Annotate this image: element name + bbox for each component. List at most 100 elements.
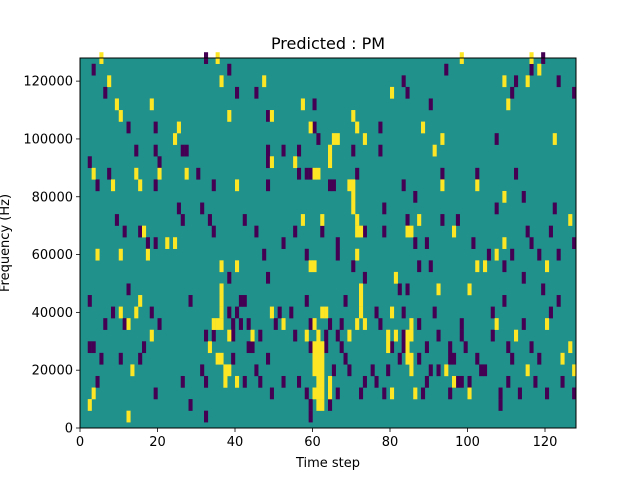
heatmap-cell-low [362, 271, 367, 284]
heatmap-cell-low [382, 387, 387, 400]
heatmap-cell-high [107, 75, 112, 88]
heatmap-cell-high [262, 75, 267, 88]
heatmap-cell-low [335, 387, 340, 400]
heatmap-cell-high [331, 133, 336, 145]
heatmap-cell-low [401, 75, 406, 88]
heatmap-cell-high [355, 248, 360, 261]
heatmap-cell-high [312, 260, 317, 273]
heatmap-cell-low [200, 364, 205, 377]
heatmap-cell-low [304, 167, 309, 180]
heatmap-cell-low [401, 329, 406, 342]
heatmap-cell-high [145, 248, 150, 261]
heatmap-cell-high [409, 329, 414, 342]
heatmap-cell-high [316, 375, 321, 388]
heatmap-cell-high [176, 121, 181, 134]
heatmap-cell-high [219, 295, 224, 307]
heatmap-cell-low [455, 375, 460, 388]
heatmap-cell-low [196, 167, 201, 180]
y-axis-label: Frequency (Hz) [0, 194, 13, 292]
heatmap-cell-high [390, 86, 395, 99]
heatmap-cell-low [459, 375, 464, 388]
heatmap-cell-low [370, 364, 375, 377]
heatmap-cell-low [413, 190, 418, 203]
heatmap-cell-low [572, 387, 577, 400]
heatmap-cell-low [87, 156, 92, 169]
x-tick-label: 80 [382, 435, 399, 450]
heatmap-cell-high [409, 364, 414, 377]
heatmap-cell-low [498, 399, 503, 411]
heatmap-cell-high [355, 121, 360, 134]
heatmap-cell-low [250, 341, 255, 354]
heatmap-cell-low [436, 364, 441, 377]
heatmap-cell-low [529, 63, 534, 76]
heatmap-cell-high [552, 133, 557, 145]
heatmap-cell-low [424, 237, 429, 249]
heatmap-cell-low [266, 271, 271, 284]
heatmap-cell-low [463, 341, 468, 354]
heatmap-cell-low [211, 225, 216, 238]
heatmap-cell-high [126, 410, 131, 423]
heatmap-cell-low [405, 283, 410, 296]
heatmap-cell-high [215, 318, 220, 330]
heatmap-cell-low [490, 306, 495, 319]
heatmap-cell-low [281, 237, 286, 249]
heatmap-cell-high [149, 98, 154, 111]
plot-background [80, 58, 576, 428]
heatmap-cell-high [235, 260, 240, 273]
heatmap-cell-low [413, 237, 418, 249]
heatmap-cell-low [266, 144, 271, 157]
heatmap-cell-high [118, 110, 123, 122]
heatmap-cell-high [483, 260, 488, 273]
heatmap-cell-high [320, 352, 325, 365]
heatmap-cell-low [424, 375, 429, 388]
heatmap-cell-low [304, 248, 309, 261]
heatmap-cell-high [114, 98, 119, 111]
y-axis: 0 20000 40000 60000 80000 100000 120000 [23, 75, 80, 437]
heatmap-cell-high [269, 306, 274, 319]
heatmap-cell-low [277, 306, 282, 319]
heatmap-cell-low [328, 399, 333, 411]
heatmap-cell-low [440, 214, 445, 226]
heatmap-cell-high [207, 341, 212, 354]
heatmap-cell-low [126, 283, 131, 296]
heatmap-cell-low [556, 295, 561, 307]
heatmap-cell-low [467, 375, 472, 388]
heatmap-cell-low [308, 318, 313, 330]
heatmap-cell-low [390, 341, 395, 354]
heatmap-cell-high [545, 318, 550, 330]
heatmap-cell-low [424, 341, 429, 354]
heatmap-cell-low [242, 214, 247, 226]
heatmap-cell-high [328, 387, 333, 400]
heatmap-cell-low [180, 144, 185, 157]
heatmap-cell-low [184, 144, 189, 157]
heatmap-cell-high [320, 387, 325, 400]
heatmap-cell-low [452, 352, 457, 365]
heatmap-cell-low [304, 387, 309, 400]
heatmap-cell-low [417, 260, 422, 273]
heatmap-cell-high [91, 167, 96, 180]
heatmap-cell-low [545, 387, 550, 400]
heatmap-cell-low [204, 375, 209, 388]
heatmap-cell-low [517, 387, 522, 400]
heatmap-cell-high [316, 352, 321, 365]
plot-frame [79, 57, 577, 429]
heatmap-cell-high [173, 133, 178, 145]
heatmap-cell-high [525, 364, 530, 377]
heatmap-cell-low [521, 318, 526, 330]
heatmap-cell-high [440, 133, 445, 145]
heatmap-cell-low [266, 352, 271, 365]
heatmap-cell-low [308, 341, 313, 354]
heatmap-cell-low [316, 133, 321, 145]
heatmap-cell-high [347, 179, 352, 192]
heatmap-cell-low [266, 110, 271, 122]
heatmap-cell-low [529, 341, 534, 354]
heatmap-cell-high [219, 75, 224, 88]
heatmap-cell-low [149, 306, 154, 319]
heatmap-cell-low [258, 375, 263, 388]
heatmap-cells [87, 52, 577, 423]
heatmap-cell-low [266, 156, 271, 169]
heatmap-cell-high [502, 190, 507, 203]
heatmap-cell-low [339, 341, 344, 354]
heatmap-cell-low [269, 387, 274, 400]
